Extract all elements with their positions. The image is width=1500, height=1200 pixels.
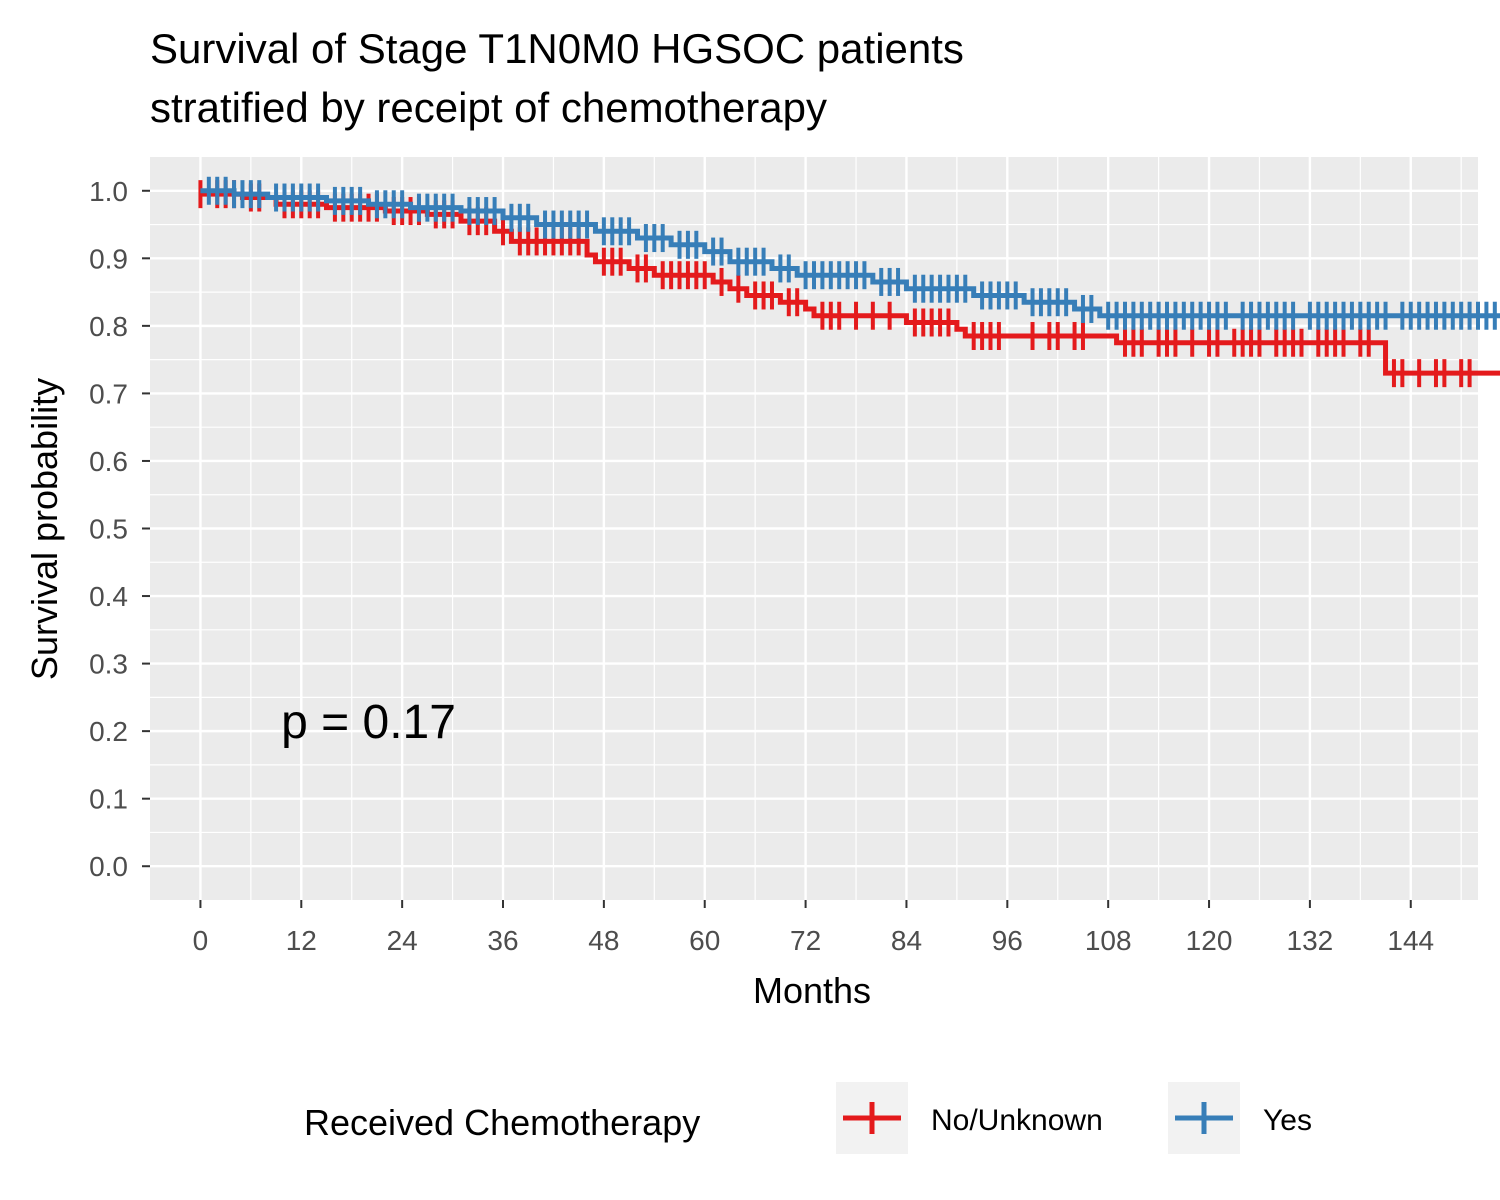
x-tick-label: 132 xyxy=(1287,925,1334,956)
y-tick-label: 0.3 xyxy=(89,649,128,680)
chart-title-line-1: Survival of Stage T1N0M0 HGSOC patients xyxy=(150,25,964,72)
chart-title-line-2: stratified by receipt of chemotherapy xyxy=(150,84,827,131)
y-tick-label: 0.9 xyxy=(89,243,128,274)
axes-layer: 0 12 24 36 48 60 72 84 96 108 120 132 144 0.0 0.1 0.2 0.… xyxy=(89,176,1434,956)
legend: Received Chemotherapy No/Unknown Yes xyxy=(304,1082,1312,1154)
x-tick-label: 84 xyxy=(891,925,922,956)
y-tick-label: 1.0 xyxy=(89,176,128,207)
x-tick-label: 36 xyxy=(487,925,518,956)
y-tick-label: 0.8 xyxy=(89,311,128,342)
y-tick-label: 0.4 xyxy=(89,581,128,612)
x-tick-label: 108 xyxy=(1085,925,1132,956)
x-tick-label: 12 xyxy=(286,925,317,956)
p-value-annotation: p = 0.17 xyxy=(281,696,456,749)
x-tick-label: 48 xyxy=(588,925,619,956)
x-tick-label: 60 xyxy=(689,925,720,956)
x-tick-label: 0 xyxy=(193,925,209,956)
legend-label-yes: Yes xyxy=(1263,1104,1312,1137)
x-tick-label: 72 xyxy=(790,925,821,956)
x-tick-label: 120 xyxy=(1186,925,1233,956)
legend-item-yes: Yes xyxy=(1168,1082,1312,1154)
legend-item-no-unknown: No/Unknown xyxy=(836,1082,1103,1154)
survival-curve-yes xyxy=(200,188,1500,319)
grid-lines xyxy=(150,157,1478,900)
x-tick-label: 96 xyxy=(992,925,1023,956)
y-tick-label: 0.0 xyxy=(89,851,128,882)
series-layer xyxy=(198,176,1500,388)
legend-label-no-unknown: No/Unknown xyxy=(931,1104,1103,1137)
y-tick-label: 0.1 xyxy=(89,784,128,815)
y-axis-title: Survival probability xyxy=(24,378,65,680)
series-yes xyxy=(200,176,1500,330)
x-axis-title: Months xyxy=(753,970,871,1011)
y-tick-label: 0.6 xyxy=(89,446,128,477)
y-tick-label: 0.5 xyxy=(89,514,128,545)
x-tick-label: 24 xyxy=(387,925,418,956)
y-tick-label: 0.2 xyxy=(89,716,128,747)
y-tick-label: 0.7 xyxy=(89,378,128,409)
legend-title: Received Chemotherapy xyxy=(304,1102,700,1143)
x-tick-label: 144 xyxy=(1387,925,1434,956)
